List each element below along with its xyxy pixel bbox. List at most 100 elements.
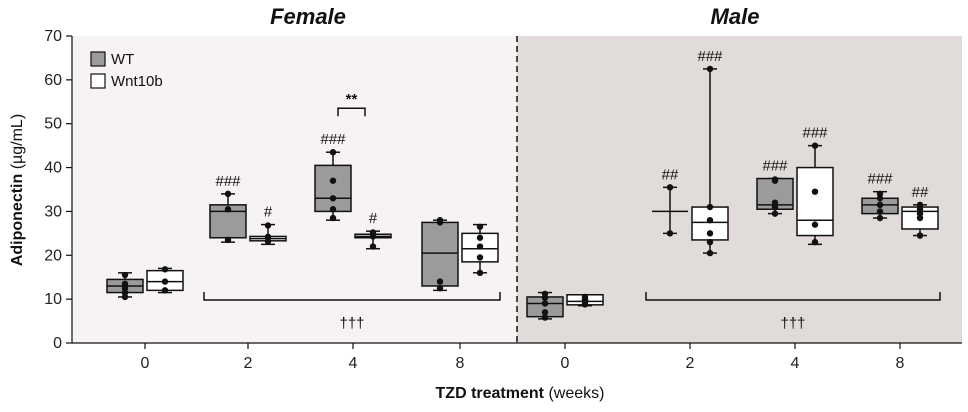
wnt10b-point <box>916 206 924 213</box>
wt-significance-label: ### <box>762 158 788 175</box>
wnt10b-significance-label: # <box>264 204 273 221</box>
week-8-group: ##### <box>861 171 939 239</box>
wnt10b-point <box>706 217 714 224</box>
x-tick-label: 4 <box>791 355 800 372</box>
y-tick-label: 70 <box>44 28 62 45</box>
wt-point <box>224 206 232 213</box>
wnt10b-point <box>369 229 377 236</box>
wt-significance-label: ## <box>662 166 679 183</box>
wnt10b-significance-label: # <box>369 210 378 227</box>
wnt10b-significance-label: ## <box>912 184 929 201</box>
comparison-label: ** <box>346 91 358 108</box>
wnt10b-point <box>706 238 714 246</box>
wt-point <box>541 290 549 298</box>
x-tick-label: 0 <box>561 355 570 372</box>
x-axis-title-unit: (weeks) <box>548 385 604 402</box>
wnt10b-point <box>581 293 589 301</box>
y-tick-label: 10 <box>44 291 62 308</box>
wnt10b-point <box>476 254 484 261</box>
wnt10b-box <box>691 206 729 241</box>
male-panel-plot: ################††† <box>526 48 941 332</box>
wt-point <box>436 217 444 224</box>
week-4-group: #### <box>314 131 392 250</box>
x-tick-label: 8 <box>896 355 905 372</box>
y-tick-label: 0 <box>53 335 62 352</box>
wt-point <box>771 199 779 206</box>
male-panel-background <box>517 36 962 343</box>
x-axis-title-main: TZD treatment <box>436 385 545 402</box>
wnt10b-point <box>161 278 169 285</box>
y-tick-label: 20 <box>44 247 62 264</box>
wnt10b-point <box>706 249 714 257</box>
wt-point <box>771 203 779 211</box>
wt-point <box>121 293 129 301</box>
male-panel-title: Male <box>711 4 760 29</box>
x-axis-title: TZD treatment (weeks) <box>436 385 605 402</box>
wnt10b-point <box>916 232 924 239</box>
x-tick-label: 0 <box>141 355 150 372</box>
female-panel-background <box>72 36 517 343</box>
time-effect-bracket <box>645 292 941 301</box>
wnt10b-point <box>706 65 714 73</box>
wnt10b-significance-label: ### <box>697 48 723 65</box>
y-tick-label: 50 <box>44 116 62 133</box>
week-0-group <box>106 266 184 301</box>
wnt10b-point <box>476 223 484 230</box>
wnt10b-point <box>811 238 819 246</box>
wt-significance-label: ### <box>215 173 241 190</box>
x-tick-label: 4 <box>349 355 358 372</box>
week-2-group: #### <box>209 173 287 246</box>
week-2-group: ##### <box>652 48 729 257</box>
female-panel-title: Female <box>270 4 346 29</box>
x-tick-label: 2 <box>686 355 695 372</box>
wt-point <box>121 284 129 292</box>
y-tick-label: 60 <box>44 72 62 89</box>
wt-point <box>329 195 337 202</box>
legend-label-wnt: Wnt10b <box>111 73 163 90</box>
wnt10b-significance-label: ### <box>802 125 828 142</box>
legend-swatch-wnt <box>90 73 106 89</box>
y-axis-title: Adiponectin (µg/mL) <box>9 114 26 266</box>
time-effect-bracket <box>203 292 501 301</box>
wnt10b-point <box>264 238 272 245</box>
wt-point <box>436 278 444 285</box>
wnt10b-point <box>811 142 819 149</box>
plot-area: ########**†††################††† <box>106 48 941 332</box>
wt-significance-label: ### <box>320 131 346 148</box>
wt-point <box>876 190 884 198</box>
wt-box <box>314 164 352 213</box>
wnt10b-point <box>476 269 484 277</box>
wt-point <box>224 190 232 198</box>
wt-point <box>876 208 884 215</box>
y-tick-label: 40 <box>44 160 62 177</box>
wt-point <box>771 210 779 217</box>
wt-point <box>329 214 337 222</box>
wt-point <box>876 195 884 202</box>
wt-box <box>421 221 459 287</box>
wnt10b-point <box>476 234 484 241</box>
legend-label-wt: WT <box>111 51 134 68</box>
week-0-group <box>526 290 604 321</box>
wt-point <box>224 236 232 244</box>
wnt10b-point <box>264 222 272 229</box>
wnt10b-point <box>476 243 484 250</box>
y-axis-title-main: Adiponectin <box>9 174 26 266</box>
wnt10b-point <box>916 210 924 217</box>
x-tick-label: 2 <box>244 355 253 372</box>
wnt10b-point <box>916 201 924 209</box>
y-tick-label: 30 <box>44 203 62 220</box>
wt-point <box>666 230 674 237</box>
wt-point <box>541 309 549 316</box>
wt-point <box>541 314 549 321</box>
female-panel-plot: ########**††† <box>106 91 501 332</box>
wt-point <box>876 201 884 209</box>
time-effect-label: ††† <box>339 315 364 332</box>
wt-point <box>666 184 674 191</box>
wnt10b-point <box>706 230 714 237</box>
wt-point <box>121 280 129 287</box>
wt-point <box>771 176 779 183</box>
wnt10b-point <box>161 266 169 273</box>
wt-point <box>121 271 129 279</box>
x-axis-ticks: 0 2 4 8 0 2 4 8 <box>141 343 905 372</box>
time-effect-label: ††† <box>780 315 805 332</box>
